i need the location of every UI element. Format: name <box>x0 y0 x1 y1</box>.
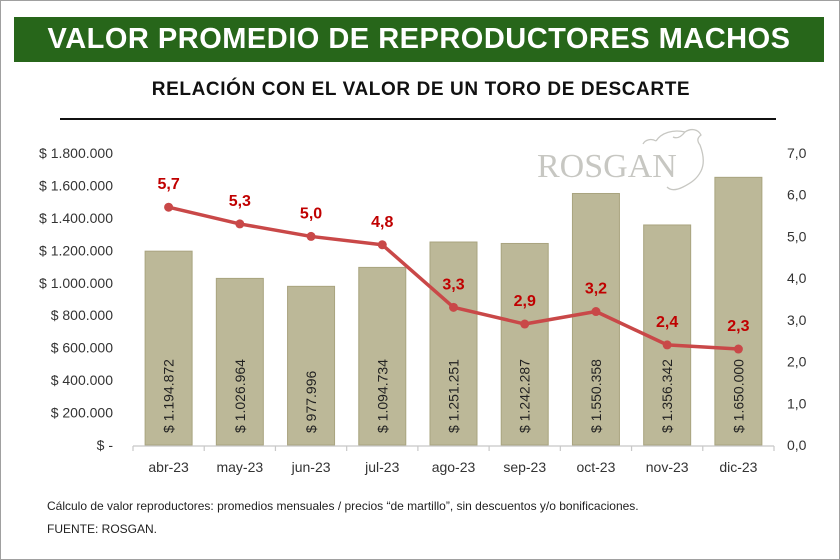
bar <box>500 242 549 446</box>
bar-value-label: $ 1.550.358 <box>588 359 604 433</box>
left-y-tick-label: $ 800.000 <box>51 307 113 323</box>
right-y-tick-label: 5,0 <box>787 228 807 244</box>
line-value-label: 2,9 <box>514 293 536 310</box>
bar-series <box>144 176 763 446</box>
bar <box>358 266 407 446</box>
left-y-tick-label: $ 200.000 <box>51 405 113 421</box>
bar <box>144 250 193 446</box>
line-value-label: 2,3 <box>727 318 749 335</box>
right-y-tick-label: 2,0 <box>787 354 807 370</box>
left-y-tick-label: $ 1.800.000 <box>39 145 113 161</box>
bar-value-label: $ 1.026.964 <box>232 359 248 433</box>
rosgan-logo-watermark: ROSGAN <box>537 128 704 191</box>
chart-title: VALOR PROMEDIO DE REPRODUCTORES MACHOS <box>47 23 791 55</box>
x-tick-label: dic-23 <box>719 459 757 475</box>
line-point <box>235 219 245 229</box>
x-axis-categories: abr-23 may-23 jun-23 jul-23 ago-23 sep-23 oct-… <box>148 459 757 475</box>
right-y-axis: 0,0 1,0 2,0 3,0 4,0 5,0 6,0 7,0 <box>787 145 807 453</box>
line-point <box>306 231 316 241</box>
line-value-label: 4,8 <box>371 214 393 231</box>
x-tick-label: nov-23 <box>646 459 689 475</box>
left-y-tick-label: $ - <box>97 437 114 453</box>
line-point <box>164 202 174 212</box>
x-axis <box>132 445 775 451</box>
bar <box>643 224 692 446</box>
line-value-label: 3,3 <box>442 276 464 293</box>
x-tick-label: sep-23 <box>503 459 546 475</box>
bar-value-label: $ 1.650.000 <box>730 359 746 433</box>
bar-value-label: $ 1.251.251 <box>446 359 462 433</box>
bar-value-label: $ 977.996 <box>303 371 319 433</box>
subtitle-divider <box>60 118 776 120</box>
bar-value-label: $ 1.194.872 <box>161 359 177 433</box>
line-value-label: 5,7 <box>157 176 179 193</box>
x-tick-label: ago-23 <box>432 459 476 475</box>
line-value-label: 3,2 <box>585 281 607 298</box>
bar <box>714 176 763 446</box>
x-tick-label: jun-23 <box>291 459 331 475</box>
line-value-label: 5,0 <box>300 205 322 222</box>
left-y-tick-label: $ 400.000 <box>51 372 113 388</box>
line-point <box>733 344 743 354</box>
right-y-tick-label: 0,0 <box>787 437 807 453</box>
line-point <box>449 302 458 312</box>
bull-head-icon <box>642 128 704 191</box>
bar-value-label: $ 1.242.287 <box>517 359 533 433</box>
combo-chart: ROSGAN $ 1.194.872 $ 1.026.964 $ 977.996 $ … <box>39 128 807 475</box>
left-y-tick-label: $ 1.200.000 <box>39 242 113 258</box>
right-y-tick-label: 6,0 <box>787 187 807 203</box>
left-y-axis: $ - $ 200.000 $ 400.000 $ 600.000 $ 800.000 $… <box>39 145 113 453</box>
line-point <box>662 340 672 350</box>
bar-value-labels: $ 1.194.872 $ 1.026.964 $ 977.996 $ 1.094.7… <box>161 359 747 433</box>
bar <box>215 277 264 446</box>
right-y-tick-label: 4,0 <box>787 270 807 286</box>
footnote: Cálculo de valor reproductores: promedio… <box>47 499 639 513</box>
x-tick-label: oct-23 <box>576 459 615 475</box>
line-point <box>377 240 387 250</box>
left-y-tick-label: $ 1.400.000 <box>39 210 113 226</box>
logo-text: ROSGAN <box>537 148 677 185</box>
left-y-tick-label: $ 600.000 <box>51 340 113 356</box>
line-value-label: 5,3 <box>229 193 251 210</box>
left-y-tick-label: $ 1.000.000 <box>39 275 113 291</box>
right-y-tick-label: 7,0 <box>787 145 807 161</box>
chart-title-banner: VALOR PROMEDIO DE REPRODUCTORES MACHOS <box>14 17 824 62</box>
bar-value-label: $ 1.094.734 <box>374 359 390 433</box>
x-tick-label: jul-23 <box>364 459 399 475</box>
bar <box>429 241 478 446</box>
right-y-tick-label: 1,0 <box>787 395 807 411</box>
line-point <box>591 307 601 317</box>
chart-subtitle: RELACIÓN CON EL VALOR DE UN TORO DE DESC… <box>151 79 691 100</box>
x-tick-label: may-23 <box>216 459 263 475</box>
x-tick-label: abr-23 <box>148 459 189 475</box>
line-value-label: 2,4 <box>656 314 678 331</box>
left-y-tick-label: $ 1.600.000 <box>39 177 113 193</box>
right-y-tick-label: 3,0 <box>787 312 807 328</box>
line-series: 5,7 5,3 5,0 4,8 3,3 2,9 3,2 2,4 2,3 <box>157 176 750 354</box>
source-note: FUENTE: ROSGAN. <box>47 522 158 536</box>
bar <box>287 285 336 446</box>
line-point <box>520 319 530 329</box>
bar-value-label: $ 1.356.342 <box>659 359 675 433</box>
